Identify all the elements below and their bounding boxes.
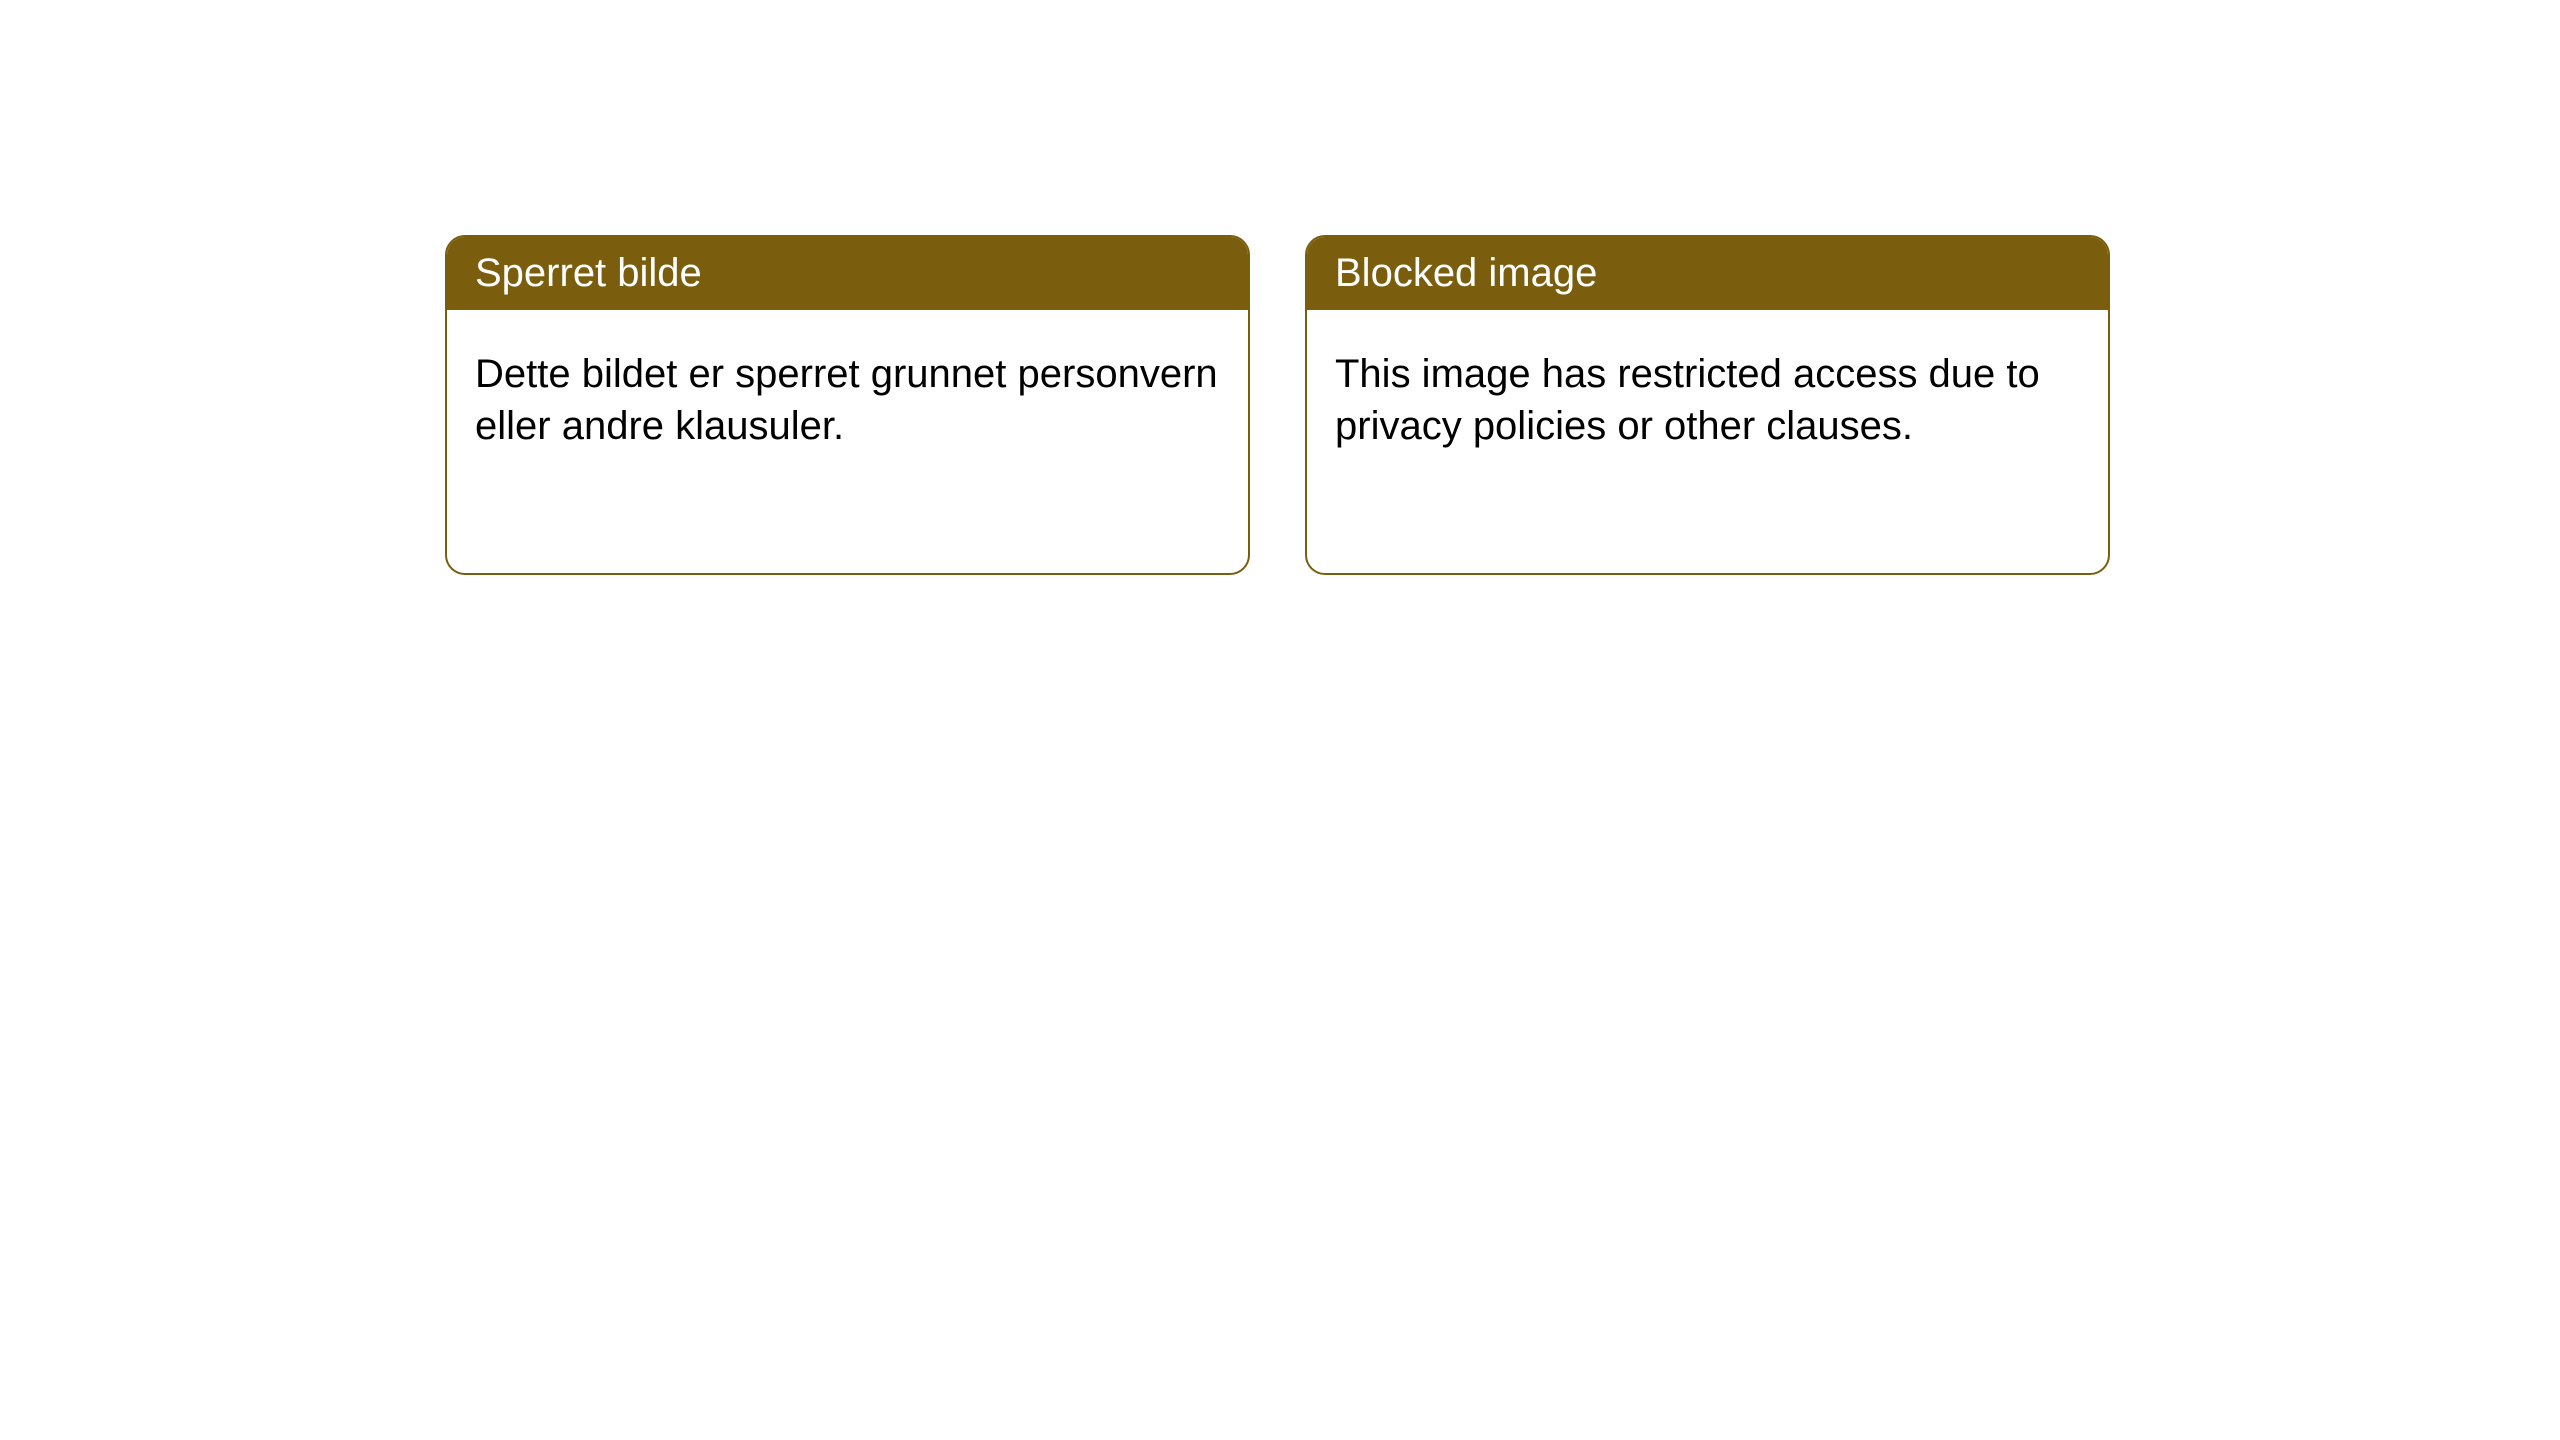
notice-title: Blocked image (1307, 237, 2108, 310)
notice-title: Sperret bilde (447, 237, 1248, 310)
notice-container: Sperret bilde Dette bildet er sperret gr… (0, 0, 2560, 575)
notice-card-norwegian: Sperret bilde Dette bildet er sperret gr… (445, 235, 1250, 575)
notice-body: This image has restricted access due to … (1307, 310, 2108, 490)
notice-card-english: Blocked image This image has restricted … (1305, 235, 2110, 575)
notice-body: Dette bildet er sperret grunnet personve… (447, 310, 1248, 490)
